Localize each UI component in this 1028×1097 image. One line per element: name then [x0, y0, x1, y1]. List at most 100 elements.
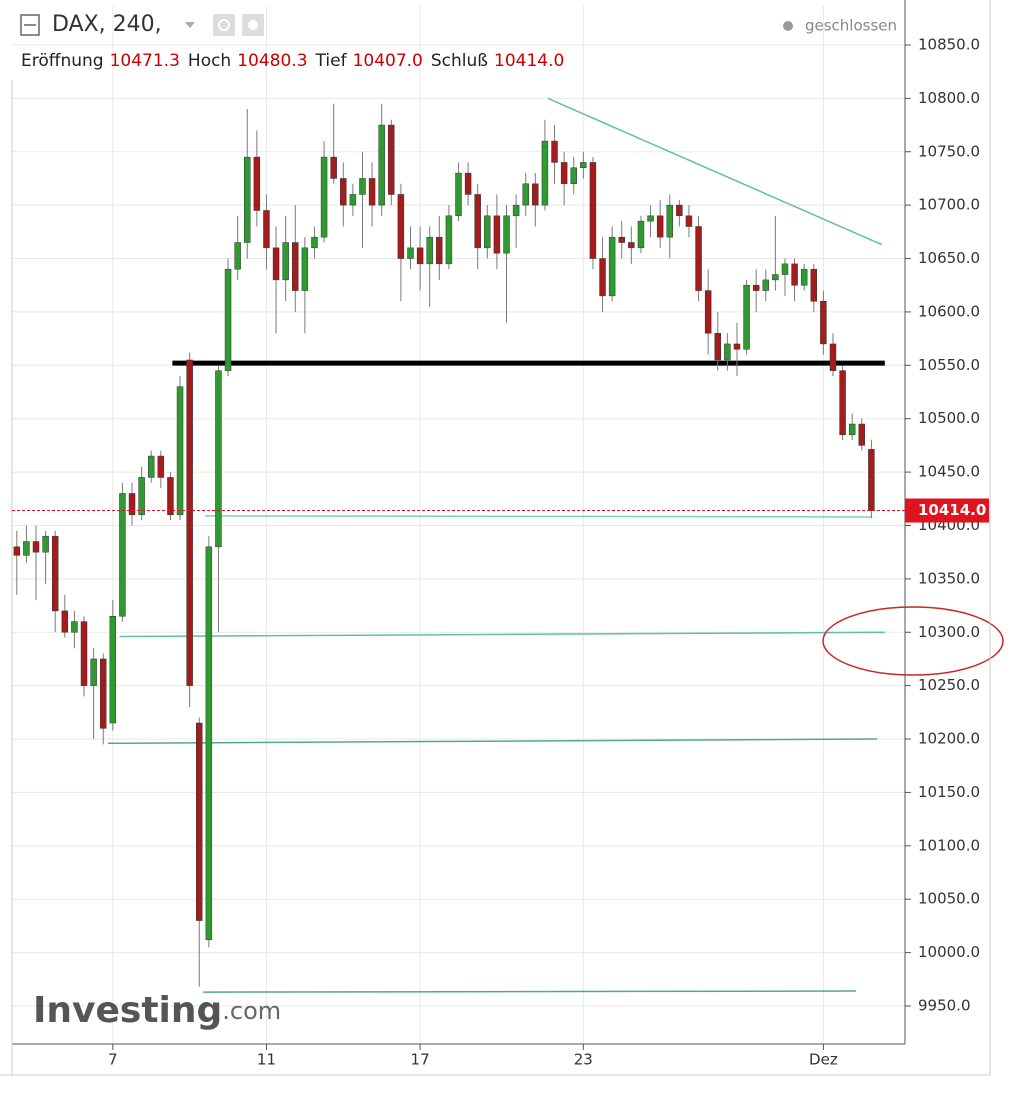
candle-body [90, 658, 97, 686]
candle-body [695, 226, 702, 291]
candle-body [781, 263, 789, 275]
candle-body [474, 194, 481, 249]
candle-body [685, 215, 693, 227]
candle-body [532, 183, 539, 206]
eye-icon[interactable] [213, 14, 235, 36]
candle-body [839, 370, 846, 435]
ohlc-name: Eröffnung [21, 51, 104, 71]
candle-body [388, 124, 395, 195]
y-tick-label: 10550.0 [918, 356, 980, 374]
candle-body [61, 610, 69, 633]
candle-body [820, 300, 827, 345]
ohlc-name: Tief [315, 51, 348, 71]
candle-body [119, 493, 126, 617]
candle-body [848, 423, 856, 435]
x-tick-label: Dez [809, 1051, 838, 1069]
candle-body [522, 183, 529, 206]
candle-body [224, 268, 232, 371]
status-dot [783, 21, 793, 31]
y-tick-label: 10150.0 [918, 783, 980, 801]
last-price-label: 10414.0 [918, 501, 986, 519]
candle-body [772, 274, 779, 281]
candle-body [512, 204, 520, 217]
candle-body [42, 535, 49, 553]
ohlc-value: 10471.3 [110, 51, 180, 71]
candle-body [397, 194, 405, 259]
candle-body [263, 210, 270, 249]
dropdown-arrow[interactable] [185, 22, 195, 28]
candle-body [666, 204, 673, 238]
candle-body [330, 156, 337, 179]
candle-body [656, 215, 664, 238]
x-tick-label: 11 [257, 1051, 276, 1069]
candle-body [23, 541, 30, 556]
ohlc-value: 10414.0 [494, 51, 564, 71]
candle-body [359, 178, 366, 195]
candle-body [51, 535, 59, 612]
candle-body [109, 615, 117, 724]
candle-body [301, 247, 309, 291]
last-price-box [905, 498, 989, 523]
settings-icon-center [248, 20, 258, 30]
candle-body [637, 220, 645, 249]
drawing-line [119, 631, 885, 638]
candle-body [858, 423, 866, 446]
candle-body [445, 215, 453, 265]
candle-body [599, 258, 606, 297]
candle-body [628, 242, 635, 249]
candle-body [704, 290, 712, 334]
y-tick-label: 10850.0 [918, 35, 980, 53]
candle-body [752, 284, 760, 291]
drawing-line [108, 738, 878, 745]
candle-body [493, 215, 501, 254]
candle-body [253, 156, 261, 211]
candle-body [407, 247, 414, 259]
drawing-line [203, 990, 857, 993]
candle-body [128, 493, 136, 516]
drawing-line [205, 515, 873, 518]
y-tick-label: 9950.0 [918, 996, 971, 1014]
ohlc-name: Schluß [431, 51, 488, 71]
y-tick-label: 10800.0 [918, 89, 980, 107]
candle-body [829, 343, 837, 371]
x-tick-label: 17 [411, 1051, 430, 1069]
candle-body [416, 247, 424, 265]
candle-body [676, 204, 683, 217]
y-tick-label: 10350.0 [918, 569, 980, 587]
y-tick-label: 10650.0 [918, 249, 980, 267]
chart-title: DAX, 240, [52, 12, 162, 37]
y-tick-label: 10000.0 [918, 943, 980, 961]
candle-body [762, 279, 769, 291]
y-tick-label: 10450.0 [918, 463, 980, 481]
y-tick-label: 10600.0 [918, 302, 980, 320]
candle-body [71, 621, 78, 633]
ohlc-value: 10480.3 [237, 51, 307, 71]
candle-body [551, 140, 558, 163]
watermark: Investing.com [33, 990, 281, 1031]
y-tick-label: 10300.0 [918, 623, 980, 641]
drawing-line [547, 97, 883, 246]
candle-body [320, 156, 328, 238]
y-tick-label: 10050.0 [918, 890, 980, 908]
y-tick-label: 10500.0 [918, 409, 980, 427]
candle-body [349, 194, 357, 206]
candle-body [282, 242, 289, 281]
candle-body [234, 242, 241, 270]
candle-body [464, 172, 472, 195]
candle-body [436, 236, 443, 265]
candle-body [13, 546, 21, 556]
collapse-icon[interactable] [20, 14, 40, 36]
candle-body [340, 178, 347, 206]
candle-body [292, 242, 299, 291]
y-tick-label: 10200.0 [918, 730, 980, 748]
watermark-suffix: .com [222, 997, 281, 1025]
x-tick-label: 23 [574, 1051, 593, 1069]
candle-body [608, 236, 616, 297]
candle-body [196, 722, 203, 921]
ohlc-name: Hoch [188, 51, 231, 71]
candle-body [810, 268, 818, 302]
candle-body [426, 236, 433, 265]
candle-body [580, 162, 587, 169]
candle-body [714, 333, 721, 361]
y-tick-label: 10250.0 [918, 676, 980, 694]
